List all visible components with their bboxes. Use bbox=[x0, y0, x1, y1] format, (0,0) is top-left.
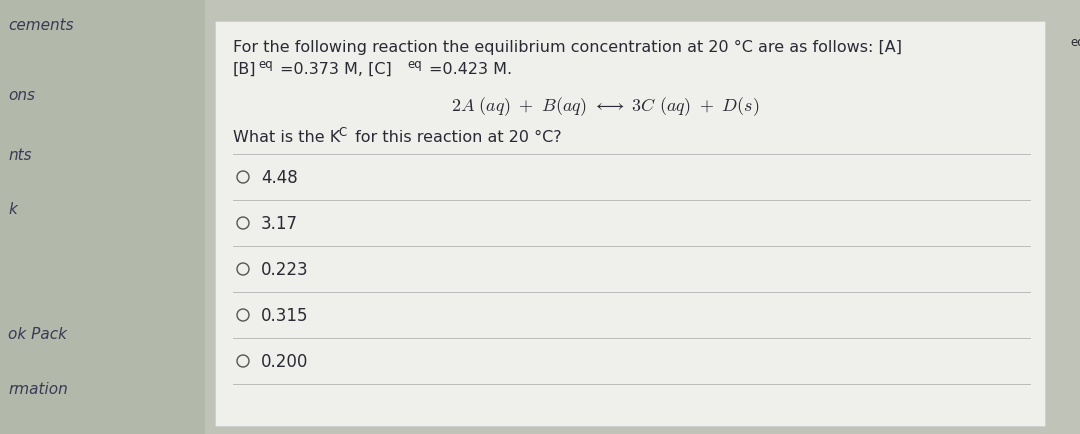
Text: cements: cements bbox=[8, 17, 73, 33]
Text: rmation: rmation bbox=[8, 381, 68, 397]
Text: C: C bbox=[338, 126, 347, 139]
Text: 0.315: 0.315 bbox=[261, 306, 309, 324]
Text: =0.373 M, [C]: =0.373 M, [C] bbox=[280, 62, 392, 77]
Text: ok Pack: ok Pack bbox=[8, 327, 67, 342]
Bar bbox=[205, 0, 1080, 434]
Text: For the following reaction the equilibrium concentration at 20 °C are as follows: For the following reaction the equilibri… bbox=[233, 40, 902, 55]
Text: ons: ons bbox=[8, 87, 35, 102]
Text: 4.48: 4.48 bbox=[261, 169, 298, 187]
Text: What is the K: What is the K bbox=[233, 130, 340, 145]
Bar bbox=[215, 22, 1045, 426]
Text: 0.200: 0.200 bbox=[261, 352, 309, 370]
Text: nts: nts bbox=[8, 147, 31, 162]
Text: eq: eq bbox=[1070, 36, 1080, 49]
Text: =0.423 M.: =0.423 M. bbox=[429, 62, 512, 77]
Text: k: k bbox=[8, 202, 17, 217]
Text: 3.17: 3.17 bbox=[261, 214, 298, 233]
Text: 0.223: 0.223 bbox=[261, 260, 309, 278]
Text: eq: eq bbox=[258, 58, 273, 71]
Text: eq: eq bbox=[407, 58, 422, 71]
Bar bbox=[0, 0, 205, 434]
Text: $2A\ (aq)\ +\ B(aq)\ \longleftrightarrow\ 3C\ (aq)\ +\ D(s)$: $2A\ (aq)\ +\ B(aq)\ \longleftrightarrow… bbox=[451, 95, 759, 118]
Text: [B]: [B] bbox=[233, 62, 257, 77]
Text: for this reaction at 20 °C?: for this reaction at 20 °C? bbox=[350, 130, 562, 145]
